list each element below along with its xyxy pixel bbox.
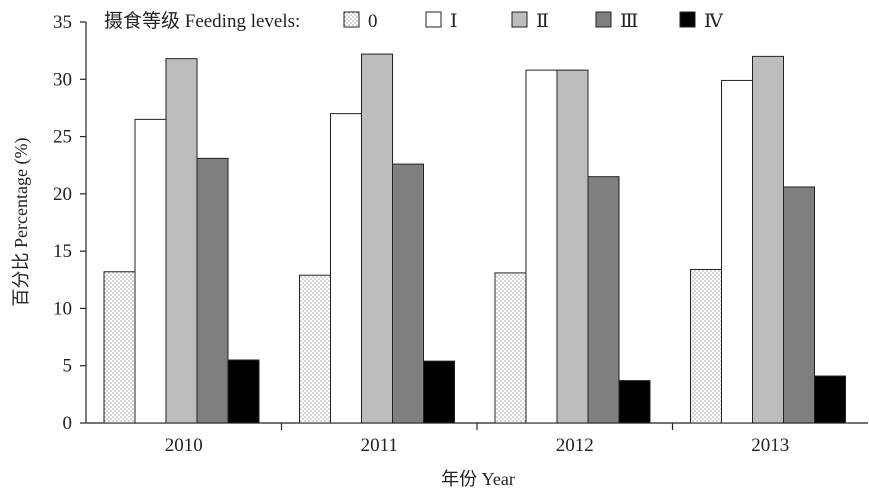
legend-swatch — [425, 11, 442, 28]
legend-swatch — [679, 11, 696, 28]
y-tick-label: 15 — [53, 241, 72, 262]
bar-4-2012 — [618, 380, 651, 424]
legend-title: 摄食等级 Feeding levels: — [104, 10, 300, 32]
bar-4-2010 — [227, 359, 260, 424]
bar-2-2010 — [165, 58, 198, 424]
x-tick-label: 2012 — [556, 435, 594, 456]
x-tick-label: 2010 — [165, 435, 203, 456]
y-axis-label: 百分比 Percentage (%) — [11, 138, 32, 307]
x-tick-label: 2011 — [361, 435, 398, 456]
bar-2-2011 — [361, 53, 393, 424]
legend-label: Ⅳ — [704, 11, 724, 32]
legend-label: 0 — [368, 11, 378, 32]
bars — [103, 53, 846, 424]
bar-1-2012 — [525, 69, 558, 424]
bar-3-2010 — [196, 157, 229, 424]
bar-4-2013 — [814, 375, 846, 424]
bar-3-2013 — [783, 186, 815, 424]
bar-2-2013 — [752, 55, 784, 424]
bar-0-2011 — [299, 274, 331, 424]
bar-2-2012 — [556, 69, 589, 424]
legend-label: Ⅱ — [536, 11, 549, 32]
y-axis-ticks: 0 5 10 15 20 25 30 35 — [53, 12, 86, 434]
bar-0-2012 — [494, 272, 527, 424]
bar-0-2013 — [690, 268, 722, 424]
legend: 摄食等级 Feeding levels: 0 Ⅰ Ⅱ Ⅲ Ⅳ — [104, 10, 724, 32]
bar-3-2012 — [587, 176, 620, 424]
y-tick-label: 30 — [53, 69, 72, 90]
y-tick-label: 25 — [53, 127, 72, 148]
x-axis-label: 年份 Year — [441, 469, 515, 489]
y-tick-label: 20 — [53, 184, 72, 205]
y-tick-label: 35 — [53, 12, 72, 33]
bar-1-2013 — [721, 79, 753, 424]
x-axis-ticks: 2010 2011 2012 2013 — [165, 423, 789, 456]
legend-label: Ⅰ — [450, 11, 458, 32]
x-tick-label: 2013 — [751, 435, 789, 456]
legend-label: Ⅲ — [620, 11, 638, 32]
y-tick-label: 5 — [63, 356, 73, 377]
legend-swatch — [595, 11, 612, 28]
bar-1-2010 — [134, 118, 167, 424]
y-tick-label: 0 — [63, 413, 73, 434]
bar-1-2011 — [330, 113, 362, 424]
legend-swatch — [343, 11, 360, 28]
y-tick-label: 10 — [53, 298, 72, 319]
legend-swatch — [511, 11, 528, 28]
bar-0-2010 — [103, 271, 136, 424]
bar-3-2011 — [392, 163, 424, 424]
bar-4-2011 — [423, 360, 455, 424]
